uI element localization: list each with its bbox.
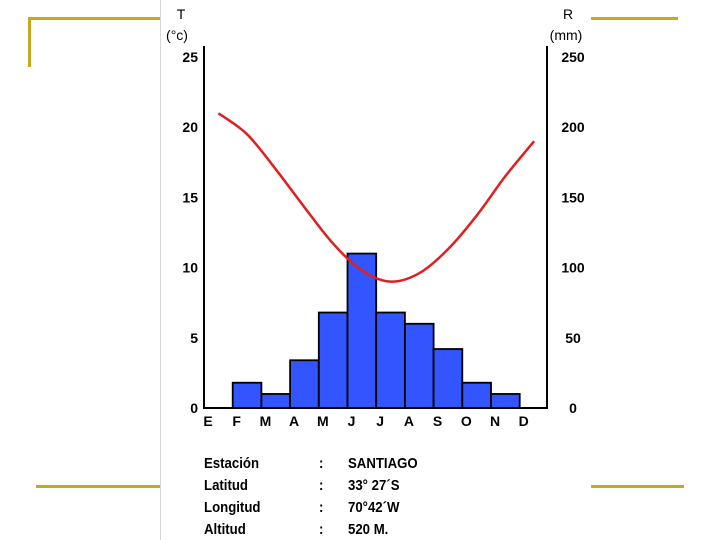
right-tick-label: 0: [569, 400, 577, 416]
precip-bar-7: [403, 322, 435, 409]
right-tick-label: 150: [561, 189, 585, 205]
left-tick-label: 0: [190, 400, 198, 416]
frame-top-right-line: [588, 17, 678, 20]
month-label: D: [519, 413, 529, 429]
month-label: J: [348, 413, 356, 429]
right-tick-label: 250: [561, 49, 585, 65]
precip-bar-6: [375, 311, 406, 409]
month-label: M: [260, 413, 272, 429]
left-tick-label: 5: [190, 330, 198, 346]
precip-bar-8: [432, 348, 464, 409]
month-label: A: [404, 413, 414, 429]
right-tick-label: 100: [561, 260, 585, 276]
month-label: E: [203, 413, 212, 429]
station-label: Longitud: [204, 499, 261, 516]
frame-top-left-line: [28, 17, 162, 20]
station-sep: :: [319, 499, 324, 516]
month-label: M: [317, 413, 329, 429]
month-label: O: [461, 413, 472, 429]
right-tick-label: 50: [565, 330, 581, 346]
frame-bottom-left-line: [36, 485, 162, 488]
temperature-line: [217, 112, 536, 283]
right-tick-label: 200: [561, 119, 585, 135]
right-axis-unit: (mm): [550, 27, 583, 43]
precip-bar-1: [231, 381, 263, 409]
station-label: Estación: [204, 455, 260, 472]
station-label: Latitud: [204, 477, 248, 494]
station-value: 33° 27´S: [348, 477, 400, 494]
station-sep: :: [319, 521, 324, 538]
precip-bar-4: [317, 311, 349, 409]
frame-left-vertical-line: [28, 17, 31, 67]
month-label: J: [376, 413, 384, 429]
station-value: SANTIAGO: [348, 455, 418, 472]
month-label: F: [232, 413, 241, 429]
left-tick-label: 20: [182, 119, 198, 135]
station-sep: :: [319, 477, 324, 494]
left-axis-title: T: [177, 6, 186, 22]
left-tick-label: 25: [182, 49, 198, 65]
month-label: N: [490, 413, 500, 429]
station-label: Altitud: [204, 521, 246, 538]
precip-bar-3: [289, 359, 320, 409]
station-value: 70°42´W: [348, 499, 400, 516]
month-label: S: [433, 413, 442, 429]
left-tick-label: 10: [182, 260, 198, 276]
station-sep: :: [319, 455, 324, 472]
precip-bar-2: [260, 393, 292, 409]
right-axis-title: R: [563, 6, 573, 22]
frame-bottom-right-line: [588, 485, 684, 488]
month-label: A: [289, 413, 299, 429]
left-axis-unit: (°c): [166, 27, 188, 43]
station-value: 520 M.: [348, 521, 389, 538]
left-tick-label: 15: [182, 189, 198, 205]
precip-bar-9: [461, 381, 492, 409]
precip-bar-5: [346, 252, 378, 409]
precip-bar-10: [490, 393, 521, 409]
